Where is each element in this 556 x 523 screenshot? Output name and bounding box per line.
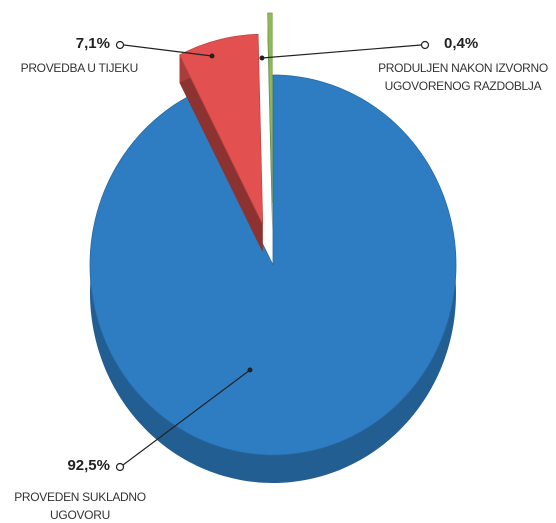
leader-line [122,369,251,466]
value-label: 92,5% [67,457,110,474]
leader-end [259,55,265,61]
slice [89,74,457,456]
slice [267,12,273,204]
value-label: 0,4% [444,35,479,52]
slice-side [179,54,263,253]
leader-dot [420,40,430,50]
leader-dot [115,462,125,472]
leader-dot [115,40,125,50]
category-label: PROVEDEN SUKLADNO UGOVORU [14,490,146,522]
leader-end [209,53,215,59]
slice [179,33,264,225]
category-label: PROVEDBA U TIJEKU [20,61,139,75]
category-label: PRODULJEN NAKON IZVORNO UGOVORENOG RAZDO… [378,61,548,93]
leader-end [247,367,253,373]
leader-line [123,44,213,57]
value-label: 7,1% [75,35,110,52]
leader-line [261,44,422,59]
